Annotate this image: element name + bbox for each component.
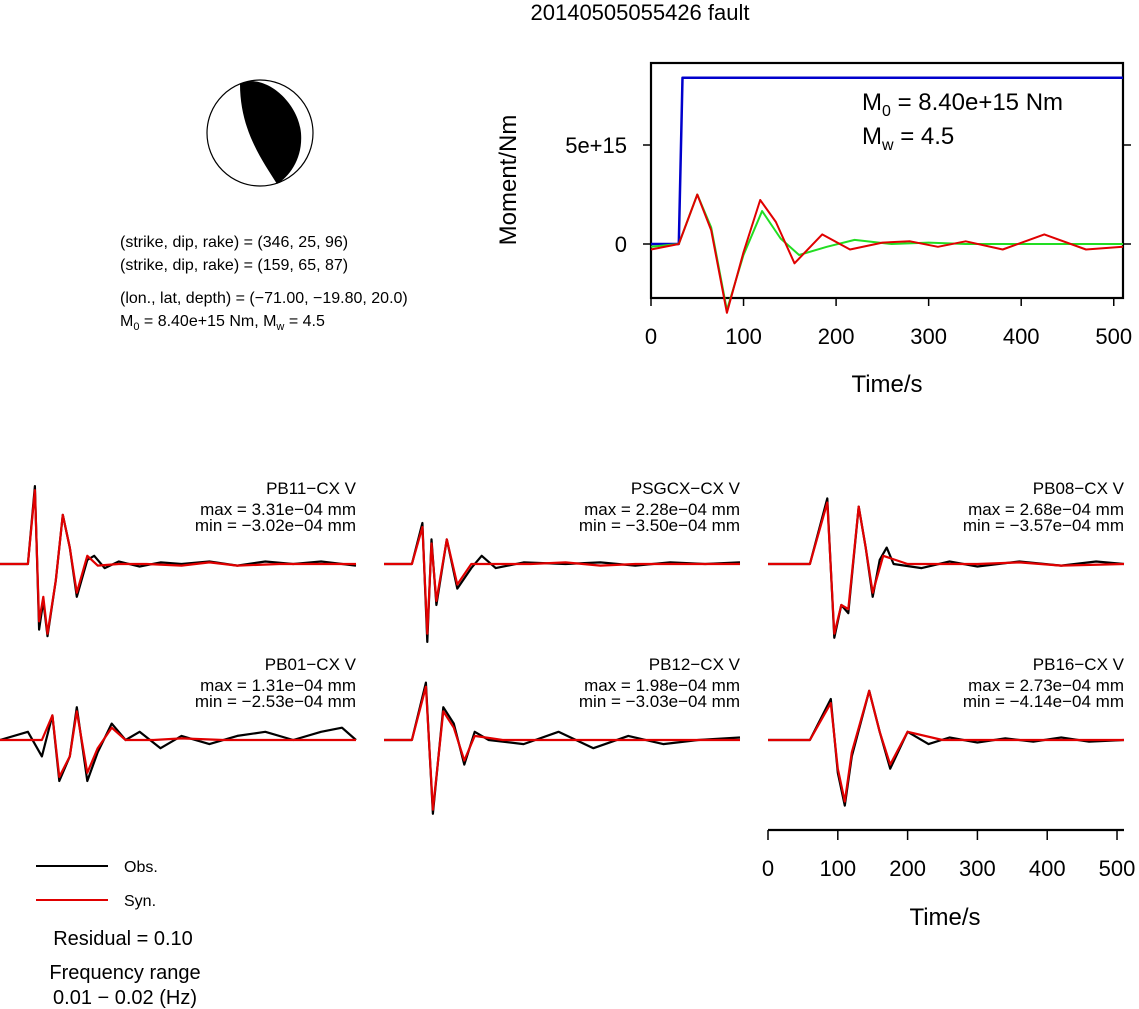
- waveform-x-tick-label: 0: [762, 856, 774, 881]
- synthetic-trace: [768, 689, 1124, 803]
- moment-y-tick-label: 0: [615, 232, 627, 257]
- waveform-x-tick-label: 300: [959, 856, 996, 881]
- focal-line-4: M0 = 8.40e+15 Nm, Mw = 4.5: [120, 313, 325, 333]
- legend-obs-label: Obs.: [124, 859, 158, 876]
- focal-line-2: (strike, dip, rake) = (159, 65, 87): [120, 257, 348, 274]
- synthetic-trace: [384, 525, 740, 635]
- station-min: min = −2.53e−04 mm: [195, 692, 356, 711]
- station-max: max = 2.28e−04 mm: [584, 500, 740, 519]
- moment-curve: [651, 76, 1123, 246]
- station-max: max = 2.73e−04 mm: [968, 676, 1124, 695]
- station-max: max = 2.68e−04 mm: [968, 500, 1124, 519]
- station-name: PSGCX−CX V: [631, 479, 741, 498]
- frequency-range-value: 0.01 − 0.02 (Hz): [53, 987, 197, 1009]
- moment-x-tick-label: 500: [1095, 324, 1132, 349]
- moment-annotation-m0: M0 = 8.40e+15 Nm: [862, 89, 1063, 120]
- moment-annotation-mw: Mw = 4.5: [862, 123, 954, 154]
- figure-title: 20140505055426 fault: [531, 0, 750, 25]
- legend: Obs. Syn.: [36, 859, 158, 910]
- frequency-range-label: Frequency range: [49, 962, 200, 984]
- station-min: min = −3.57e−04 mm: [963, 516, 1124, 535]
- waveform-x-tick-label: 400: [1029, 856, 1066, 881]
- moment-y-tick-label: 5e+15: [565, 133, 627, 158]
- station-max: max = 1.31e−04 mm: [200, 676, 356, 695]
- station-max: max = 3.31e−04 mm: [200, 500, 356, 519]
- stf-curve-red: [650, 193, 1124, 314]
- legend-syn-label: Syn.: [124, 893, 156, 910]
- moment-x-tick-label: 300: [910, 324, 947, 349]
- station-name: PB12−CX V: [649, 655, 741, 674]
- station-name: PB16−CX V: [1033, 655, 1125, 674]
- residual-label: Residual = 0.10: [53, 928, 193, 950]
- moment-plot-frame: [649, 61, 1125, 300]
- moment-x-axis-label: Time/s: [851, 371, 922, 398]
- waveform-x-tick-label: 500: [1099, 856, 1136, 881]
- station-name: PB11−CX V: [266, 479, 357, 498]
- observed-trace: [384, 521, 741, 644]
- stf-curve-green: [650, 193, 1123, 311]
- synthetic-trace: [0, 489, 356, 635]
- focal-mechanism-beachball: [206, 79, 314, 187]
- station-name: PB08−CX V: [1033, 479, 1125, 498]
- station-min: min = −3.03e−04 mm: [579, 692, 740, 711]
- waveform-x-tick-label: 200: [889, 856, 926, 881]
- moment-x-tick-label: 200: [818, 324, 855, 349]
- synthetic-trace: [0, 710, 356, 779]
- waveform-x-tick-label: 100: [819, 856, 856, 881]
- synthetic-trace: [384, 685, 740, 811]
- moment-x-tick-label: 0: [645, 324, 657, 349]
- waveform-time-axis: 0 100 200 300 400 500: [762, 828, 1136, 881]
- station-min: min = −4.14e−04 mm: [963, 692, 1124, 711]
- station-max: max = 1.98e−04 mm: [584, 676, 740, 695]
- station-name: PB01−CX V: [265, 655, 357, 674]
- moment-x-tick-label: 100: [725, 324, 762, 349]
- focal-line-3: (lon., lat, depth) = (−71.00, −19.80, 20…: [120, 290, 408, 307]
- station-min: min = −3.50e−04 mm: [579, 516, 740, 535]
- moment-y-axis-label: Moment/Nm: [495, 115, 522, 246]
- synthetic-trace: [768, 501, 1125, 635]
- moment-x-tick-label: 400: [1003, 324, 1040, 349]
- station-min: min = −3.02e−04 mm: [195, 516, 356, 535]
- focal-line-1: (strike, dip, rake) = (346, 25, 96): [120, 234, 348, 251]
- waveform-x-axis-label: Time/s: [909, 904, 980, 931]
